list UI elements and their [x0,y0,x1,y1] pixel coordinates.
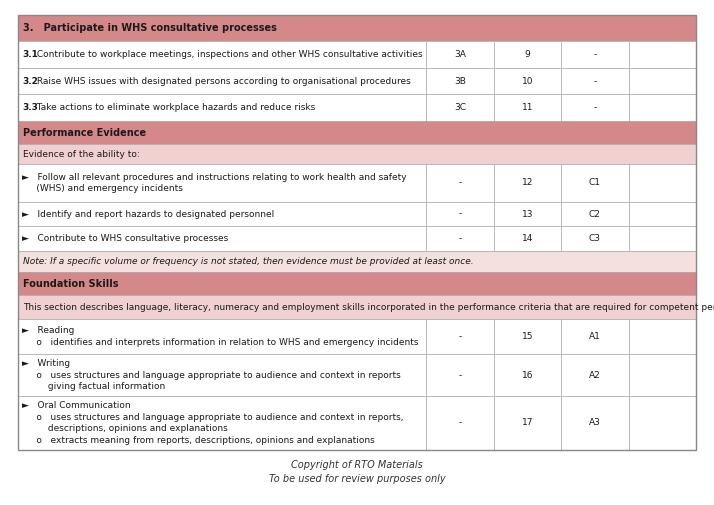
Bar [628,41,696,68]
Bar [18,272,696,295]
Text: Evidence of the ability to:: Evidence of the ability to: [23,149,140,159]
Bar [426,319,493,355]
Text: 3.3: 3.3 [22,103,38,112]
Bar [493,94,561,121]
Text: -: - [593,77,596,86]
Text: Copyright of RTO Materials: Copyright of RTO Materials [291,460,423,470]
Bar [18,164,426,201]
Bar [493,201,561,226]
Text: ►   Contribute to WHS consultative processes: ► Contribute to WHS consultative process… [22,234,228,243]
Text: A2: A2 [589,371,600,380]
Bar [18,226,426,251]
Text: 3C: 3C [454,103,466,112]
Text: -: - [458,332,462,341]
Bar [18,295,696,319]
Text: 3A: 3A [454,50,466,59]
Bar [18,15,696,450]
Text: 3.2: 3.2 [22,77,38,86]
Text: 14: 14 [522,234,533,243]
Text: -: - [458,178,462,187]
Text: 9: 9 [525,50,531,59]
Bar [561,164,628,201]
Bar [493,355,561,396]
Bar [561,41,628,68]
Bar [18,201,426,226]
Text: ►   Follow all relevant procedures and instructions relating to work health and : ► Follow all relevant procedures and ins… [22,173,407,193]
Text: C2: C2 [589,210,600,219]
Text: ►   Writing
     o   uses structures and language appropriate to audience and co: ► Writing o uses structures and language… [22,359,401,391]
Text: 16: 16 [522,371,533,380]
Bar [426,226,493,251]
Bar [628,355,696,396]
Bar [18,396,426,450]
Text: Take actions to eliminate workplace hazards and reduce risks: Take actions to eliminate workplace haza… [34,103,316,112]
Bar [628,164,696,201]
Text: Performance Evidence: Performance Evidence [23,128,146,137]
Text: Raise WHS issues with designated persons according to organisational procedures: Raise WHS issues with designated persons… [34,77,411,86]
Text: -: - [458,210,462,219]
Bar [493,319,561,355]
Bar [18,121,696,144]
Bar [628,396,696,450]
Bar [628,94,696,121]
Bar [628,226,696,251]
Bar [561,226,628,251]
Text: A1: A1 [589,332,600,341]
Bar [628,201,696,226]
Text: 15: 15 [522,332,533,341]
Text: C1: C1 [589,178,601,187]
Bar [426,68,493,94]
Text: ►   Reading
     o   identifies and interprets information in relation to WHS an: ► Reading o identifies and interprets in… [22,326,418,347]
Text: -: - [458,419,462,427]
Bar [561,68,628,94]
Bar [561,355,628,396]
Bar [18,251,696,272]
Bar [628,68,696,94]
Text: -: - [458,234,462,243]
Text: Contribute to workplace meetings, inspections and other WHS consultative activit: Contribute to workplace meetings, inspec… [34,50,423,59]
Bar [426,396,493,450]
Bar [561,396,628,450]
Bar [18,94,426,121]
Text: ►   Identify and report hazards to designated personnel: ► Identify and report hazards to designa… [22,210,274,219]
Bar [493,68,561,94]
Bar [493,226,561,251]
Text: 11: 11 [522,103,533,112]
Bar [561,201,628,226]
Text: This section describes language, literacy, numeracy and employment skills incorp: This section describes language, literac… [23,302,714,312]
Bar [561,94,628,121]
Bar [426,94,493,121]
Text: 3.1: 3.1 [22,50,38,59]
Text: 17: 17 [522,419,533,427]
Text: Note: If a specific volume or frequency is not stated, then evidence must be pro: Note: If a specific volume or frequency … [23,257,473,266]
Bar [426,164,493,201]
Text: A3: A3 [589,419,600,427]
Bar [628,319,696,355]
Bar [18,355,426,396]
Text: 13: 13 [522,210,533,219]
Bar [426,201,493,226]
Bar [426,41,493,68]
Text: 10: 10 [522,77,533,86]
Text: -: - [593,50,596,59]
Bar [426,355,493,396]
Bar [493,396,561,450]
Text: ►   Oral Communication
     o   uses structures and language appropriate to audi: ► Oral Communication o uses structures a… [22,401,403,444]
Bar [18,144,696,164]
Bar [493,41,561,68]
Text: 3.   Participate in WHS consultative processes: 3. Participate in WHS consultative proce… [23,23,277,33]
Bar [493,164,561,201]
Bar [18,68,426,94]
Text: To be used for review purposes only: To be used for review purposes only [268,474,446,484]
Bar [18,319,426,355]
Bar [561,319,628,355]
Text: 3B: 3B [454,77,466,86]
Text: C3: C3 [589,234,601,243]
Text: Foundation Skills: Foundation Skills [23,279,119,289]
Text: 12: 12 [522,178,533,187]
Text: -: - [458,371,462,380]
Bar [18,15,696,41]
Bar [18,41,426,68]
Text: -: - [593,103,596,112]
